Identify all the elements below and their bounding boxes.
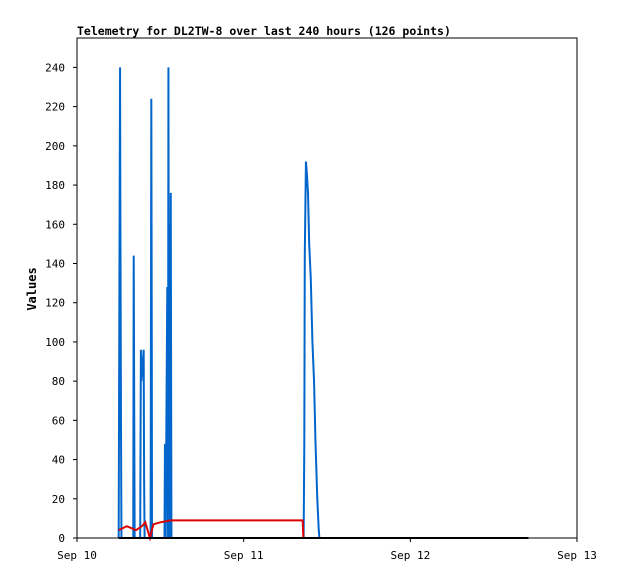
plot-frame	[76, 37, 578, 539]
y-tick-label: 240	[45, 61, 65, 74]
y-tick-label: 80	[52, 375, 65, 388]
y-axis-title: Values	[25, 267, 39, 310]
x-tick-label: Sep 11	[224, 549, 264, 562]
y-tick-label: 40	[52, 454, 65, 467]
x-tick-label: Sep 12	[390, 549, 430, 562]
y-tick-label: 200	[45, 140, 65, 153]
y-tick-label: 0	[58, 532, 65, 545]
y-tick-label: 140	[45, 257, 65, 270]
y-tick-label: 220	[45, 101, 65, 114]
chart-title: Telemetry for DL2TW-8 over last 240 hour…	[77, 24, 451, 38]
y-tick-label: 20	[52, 493, 65, 506]
x-axis: Sep 10 Sep 11 Sep 12 Sep 13	[57, 538, 597, 562]
x-tick-label: Sep 10	[57, 549, 97, 562]
y-tick-label: 100	[45, 336, 65, 349]
y-tick-label: 160	[45, 218, 65, 231]
y-axis: 0 20 40 60 80 100 120 140 160 180 200 220 240	[45, 61, 77, 545]
y-tick-label: 60	[52, 414, 65, 427]
y-tick-label: 120	[45, 297, 65, 310]
plot-area	[117, 67, 529, 542]
x-tick-label: Sep 13	[557, 549, 597, 562]
y-tick-label: 180	[45, 179, 65, 192]
series-line-2	[118, 519, 529, 542]
series-line-1	[117, 67, 529, 539]
